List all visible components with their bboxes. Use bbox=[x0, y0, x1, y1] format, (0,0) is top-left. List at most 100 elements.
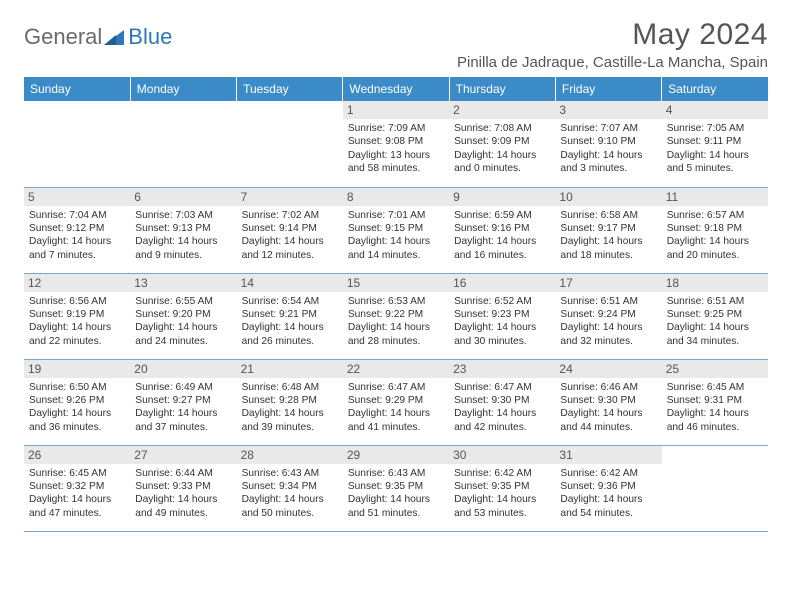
calendar-day-cell bbox=[130, 101, 236, 187]
weekday-header: Tuesday bbox=[237, 77, 343, 101]
calendar-day-cell: 16 Sunrise: 6:52 AMSunset: 9:23 PMDayligh… bbox=[449, 273, 555, 359]
day-details: Sunrise: 6:47 AMSunset: 9:29 PMDaylight:… bbox=[348, 381, 444, 435]
daylight-text: Daylight: 13 hours and 58 minutes. bbox=[348, 149, 444, 176]
sunrise-text: Sunrise: 6:55 AM bbox=[135, 295, 231, 308]
calendar-day-cell: 8Sunrise: 7:01 AMSunset: 9:15 PMDaylight… bbox=[343, 187, 449, 273]
logo-triangle-icon bbox=[104, 28, 126, 46]
sunset-text: Sunset: 9:32 PM bbox=[29, 480, 125, 493]
day-details: Sunrise: 6:52 AMSunset: 9:23 PMDaylight:… bbox=[454, 295, 550, 349]
sunrise-text: Sunrise: 6:56 AM bbox=[29, 295, 125, 308]
daylight-text: Daylight: 14 hours and 46 minutes. bbox=[667, 407, 763, 434]
daylight-text: Daylight: 14 hours and 34 minutes. bbox=[667, 321, 763, 348]
daylight-text: Daylight: 14 hours and 36 minutes. bbox=[29, 407, 125, 434]
sunrise-text: Sunrise: 6:59 AM bbox=[454, 209, 550, 222]
logo-text-general: General bbox=[24, 24, 102, 50]
sunset-text: Sunset: 9:14 PM bbox=[242, 222, 338, 235]
sunset-text: Sunset: 9:16 PM bbox=[454, 222, 550, 235]
calendar-day-cell: 23Sunrise: 6:47 AMSunset: 9:30 PMDayligh… bbox=[449, 359, 555, 445]
daylight-text: Daylight: 14 hours and 47 minutes. bbox=[29, 493, 125, 520]
daylight-text: Daylight: 14 hours and 50 minutes. bbox=[242, 493, 338, 520]
sunset-text: Sunset: 9:35 PM bbox=[454, 480, 550, 493]
calendar-day-cell: 17Sunrise: 6:51 AMSunset: 9:24 PMDayligh… bbox=[555, 273, 661, 359]
day-details: Sunrise: 6:56 AMSunset: 9:19 PMDaylight:… bbox=[29, 295, 125, 349]
sunrise-text: Sunrise: 7:05 AM bbox=[667, 122, 763, 135]
logo: General Blue bbox=[24, 18, 172, 50]
day-details: Sunrise: 6:55 AMSunset: 9:20 PMDaylight:… bbox=[135, 295, 231, 349]
daylight-text: Daylight: 14 hours and 42 minutes. bbox=[454, 407, 550, 434]
calendar-day-cell: 28Sunrise: 6:43 AMSunset: 9:34 PMDayligh… bbox=[237, 445, 343, 531]
day-details: Sunrise: 6:51 AMSunset: 9:25 PMDaylight:… bbox=[667, 295, 763, 349]
day-details: Sunrise: 7:03 AMSunset: 9:13 PMDaylight:… bbox=[135, 209, 231, 263]
calendar-day-cell: 19Sunrise: 6:50 AMSunset: 9:26 PMDayligh… bbox=[24, 359, 130, 445]
calendar-day-cell: 25Sunrise: 6:45 AMSunset: 9:31 PMDayligh… bbox=[662, 359, 768, 445]
daylight-text: Daylight: 14 hours and 49 minutes. bbox=[135, 493, 231, 520]
weekday-header: Saturday bbox=[662, 77, 768, 101]
sunset-text: Sunset: 9:36 PM bbox=[560, 480, 656, 493]
day-details: Sunrise: 6:43 AMSunset: 9:35 PMDaylight:… bbox=[348, 467, 444, 521]
calendar-day-cell: 4Sunrise: 7:05 AMSunset: 9:11 PMDaylight… bbox=[662, 101, 768, 187]
weekday-header: Thursday bbox=[449, 77, 555, 101]
calendar-day-cell: 29 Sunrise: 6:43 AMSunset: 9:35 PMDayligh… bbox=[343, 445, 449, 531]
sunset-text: Sunset: 9:13 PM bbox=[135, 222, 231, 235]
day-number: 2 bbox=[449, 101, 555, 119]
location-subtitle: Pinilla de Jadraque, Castille-La Mancha,… bbox=[457, 54, 768, 71]
daylight-text: Daylight: 14 hours and 39 minutes. bbox=[242, 407, 338, 434]
calendar-table: Sunday Monday Tuesday Wednesday Thursday… bbox=[24, 77, 768, 532]
title-block: May 2024 Pinilla de Jadraque, Castille-L… bbox=[457, 18, 768, 71]
sunset-text: Sunset: 9:34 PM bbox=[242, 480, 338, 493]
day-number: 30 bbox=[449, 446, 555, 464]
day-number: 17 bbox=[555, 274, 661, 292]
day-number: 16 bbox=[449, 274, 555, 292]
daylight-text: Daylight: 14 hours and 7 minutes. bbox=[29, 235, 125, 262]
daylight-text: Daylight: 14 hours and 22 minutes. bbox=[29, 321, 125, 348]
day-number: 20 bbox=[130, 360, 236, 378]
sunset-text: Sunset: 9:20 PM bbox=[135, 308, 231, 321]
sunrise-text: Sunrise: 6:53 AM bbox=[348, 295, 444, 308]
day-details: Sunrise: 7:02 AMSunset: 9:14 PMDaylight:… bbox=[242, 209, 338, 263]
weekday-header: Monday bbox=[130, 77, 236, 101]
day-number: 29 bbox=[343, 446, 449, 464]
sunset-text: Sunset: 9:08 PM bbox=[348, 135, 444, 148]
sunset-text: Sunset: 9:10 PM bbox=[560, 135, 656, 148]
calendar-day-cell: 31Sunrise: 6:42 AMSunset: 9:36 PMDayligh… bbox=[555, 445, 661, 531]
day-number: 22 bbox=[343, 360, 449, 378]
sunrise-text: Sunrise: 7:02 AM bbox=[242, 209, 338, 222]
day-number: 7 bbox=[237, 188, 343, 206]
day-details: Sunrise: 7:04 AMSunset: 9:12 PMDaylight:… bbox=[29, 209, 125, 263]
calendar-day-cell: 10Sunrise: 6:58 AMSunset: 9:17 PMDayligh… bbox=[555, 187, 661, 273]
sunrise-text: Sunrise: 6:47 AM bbox=[454, 381, 550, 394]
sunrise-text: Sunrise: 6:51 AM bbox=[560, 295, 656, 308]
day-number: 1 bbox=[343, 101, 449, 119]
sunrise-text: Sunrise: 7:07 AM bbox=[560, 122, 656, 135]
day-number: 19 bbox=[24, 360, 130, 378]
sunset-text: Sunset: 9:29 PM bbox=[348, 394, 444, 407]
sunset-text: Sunset: 9:31 PM bbox=[667, 394, 763, 407]
sunrise-text: Sunrise: 6:58 AM bbox=[560, 209, 656, 222]
weekday-header: Friday bbox=[555, 77, 661, 101]
sunrise-text: Sunrise: 6:42 AM bbox=[560, 467, 656, 480]
day-details: Sunrise: 6:42 AMSunset: 9:35 PMDaylight:… bbox=[454, 467, 550, 521]
calendar-page: General Blue May 2024 Pinilla de Jadraqu… bbox=[0, 0, 792, 544]
sunrise-text: Sunrise: 6:45 AM bbox=[29, 467, 125, 480]
daylight-text: Daylight: 14 hours and 37 minutes. bbox=[135, 407, 231, 434]
calendar-day-cell: 1Sunrise: 7:09 AMSunset: 9:08 PMDaylight… bbox=[343, 101, 449, 187]
day-details: Sunrise: 6:58 AMSunset: 9:17 PMDaylight:… bbox=[560, 209, 656, 263]
daylight-text: Daylight: 14 hours and 16 minutes. bbox=[454, 235, 550, 262]
daylight-text: Daylight: 14 hours and 53 minutes. bbox=[454, 493, 550, 520]
calendar-day-cell: 9 Sunrise: 6:59 AMSunset: 9:16 PMDaylight… bbox=[449, 187, 555, 273]
day-number: 18 bbox=[662, 274, 768, 292]
day-number: 9 bbox=[449, 188, 555, 206]
day-number: 5 bbox=[24, 188, 130, 206]
day-details: Sunrise: 6:44 AMSunset: 9:33 PMDaylight:… bbox=[135, 467, 231, 521]
calendar-week-row: 19Sunrise: 6:50 AMSunset: 9:26 PMDayligh… bbox=[24, 359, 768, 445]
sunrise-text: Sunrise: 6:42 AM bbox=[454, 467, 550, 480]
calendar-day-cell: 27Sunrise: 6:44 AMSunset: 9:33 PMDayligh… bbox=[130, 445, 236, 531]
sunrise-text: Sunrise: 6:46 AM bbox=[560, 381, 656, 394]
sunset-text: Sunset: 9:30 PM bbox=[454, 394, 550, 407]
daylight-text: Daylight: 14 hours and 12 minutes. bbox=[242, 235, 338, 262]
daylight-text: Daylight: 14 hours and 28 minutes. bbox=[348, 321, 444, 348]
daylight-text: Daylight: 14 hours and 9 minutes. bbox=[135, 235, 231, 262]
calendar-day-cell: 14Sunrise: 6:54 AMSunset: 9:21 PMDayligh… bbox=[237, 273, 343, 359]
calendar-day-cell bbox=[662, 445, 768, 531]
day-details: Sunrise: 6:43 AMSunset: 9:34 PMDaylight:… bbox=[242, 467, 338, 521]
